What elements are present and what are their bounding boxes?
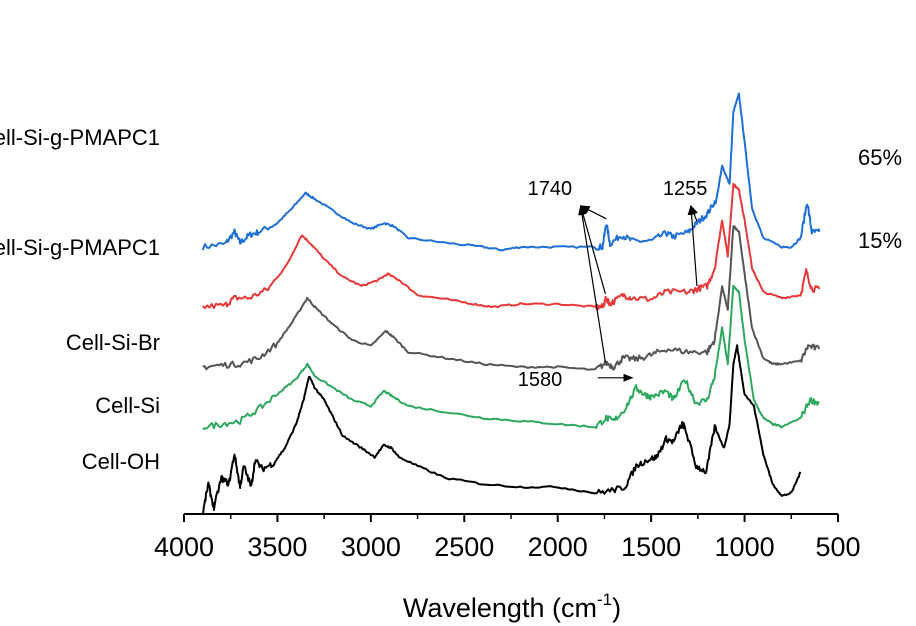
x-tick-label: 1000 <box>715 532 775 562</box>
series-label: Cell-Si <box>95 393 160 418</box>
label-layer: Cell-Si-g-PMAPC1 65% Cell-Si-g-PMAPC1 15% Ce… <box>0 125 902 474</box>
series-line <box>202 284 820 430</box>
x-axis-title: Wavelength (cm-1) <box>403 590 621 623</box>
x-tick-label: 4000 <box>154 532 214 562</box>
x-tick-label: 1500 <box>621 532 681 562</box>
annotation-layer: 1740 1255 1580 <box>518 178 708 391</box>
x-tick-label: 2500 <box>434 532 494 562</box>
x-tick-label: 500 <box>815 532 860 562</box>
series-label: Cell-Si-Br <box>66 330 160 355</box>
x-tick-label: 3000 <box>341 532 401 562</box>
series-line <box>201 92 821 252</box>
peak-annotation-label: 1255 <box>663 178 708 200</box>
series-line <box>201 182 821 310</box>
peak-annotation-label: 1580 <box>518 369 563 391</box>
series-label: Cell-OH <box>82 449 160 474</box>
annotation-arrow <box>579 205 607 220</box>
series-line <box>202 225 821 371</box>
x-axis: 4000 3500 3000 2500 2000 1500 1000 500 <box>154 513 861 562</box>
series-percent-label: 65% <box>858 145 902 170</box>
annotation-arrow <box>579 204 606 294</box>
series-label: Cell-Si-g-PMAPC1 <box>0 235 160 260</box>
annotation-arrow <box>578 204 606 363</box>
series-percent-label: 15% <box>858 228 902 253</box>
series-line <box>201 344 802 515</box>
peak-annotation-label: 1740 <box>528 178 573 200</box>
x-tick-label: 2000 <box>528 532 588 562</box>
x-tick-label: 3500 <box>247 532 307 562</box>
series-layer <box>201 92 821 515</box>
series-label: Cell-Si-g-PMAPC1 <box>0 125 160 150</box>
annotation-arrow <box>687 204 698 287</box>
